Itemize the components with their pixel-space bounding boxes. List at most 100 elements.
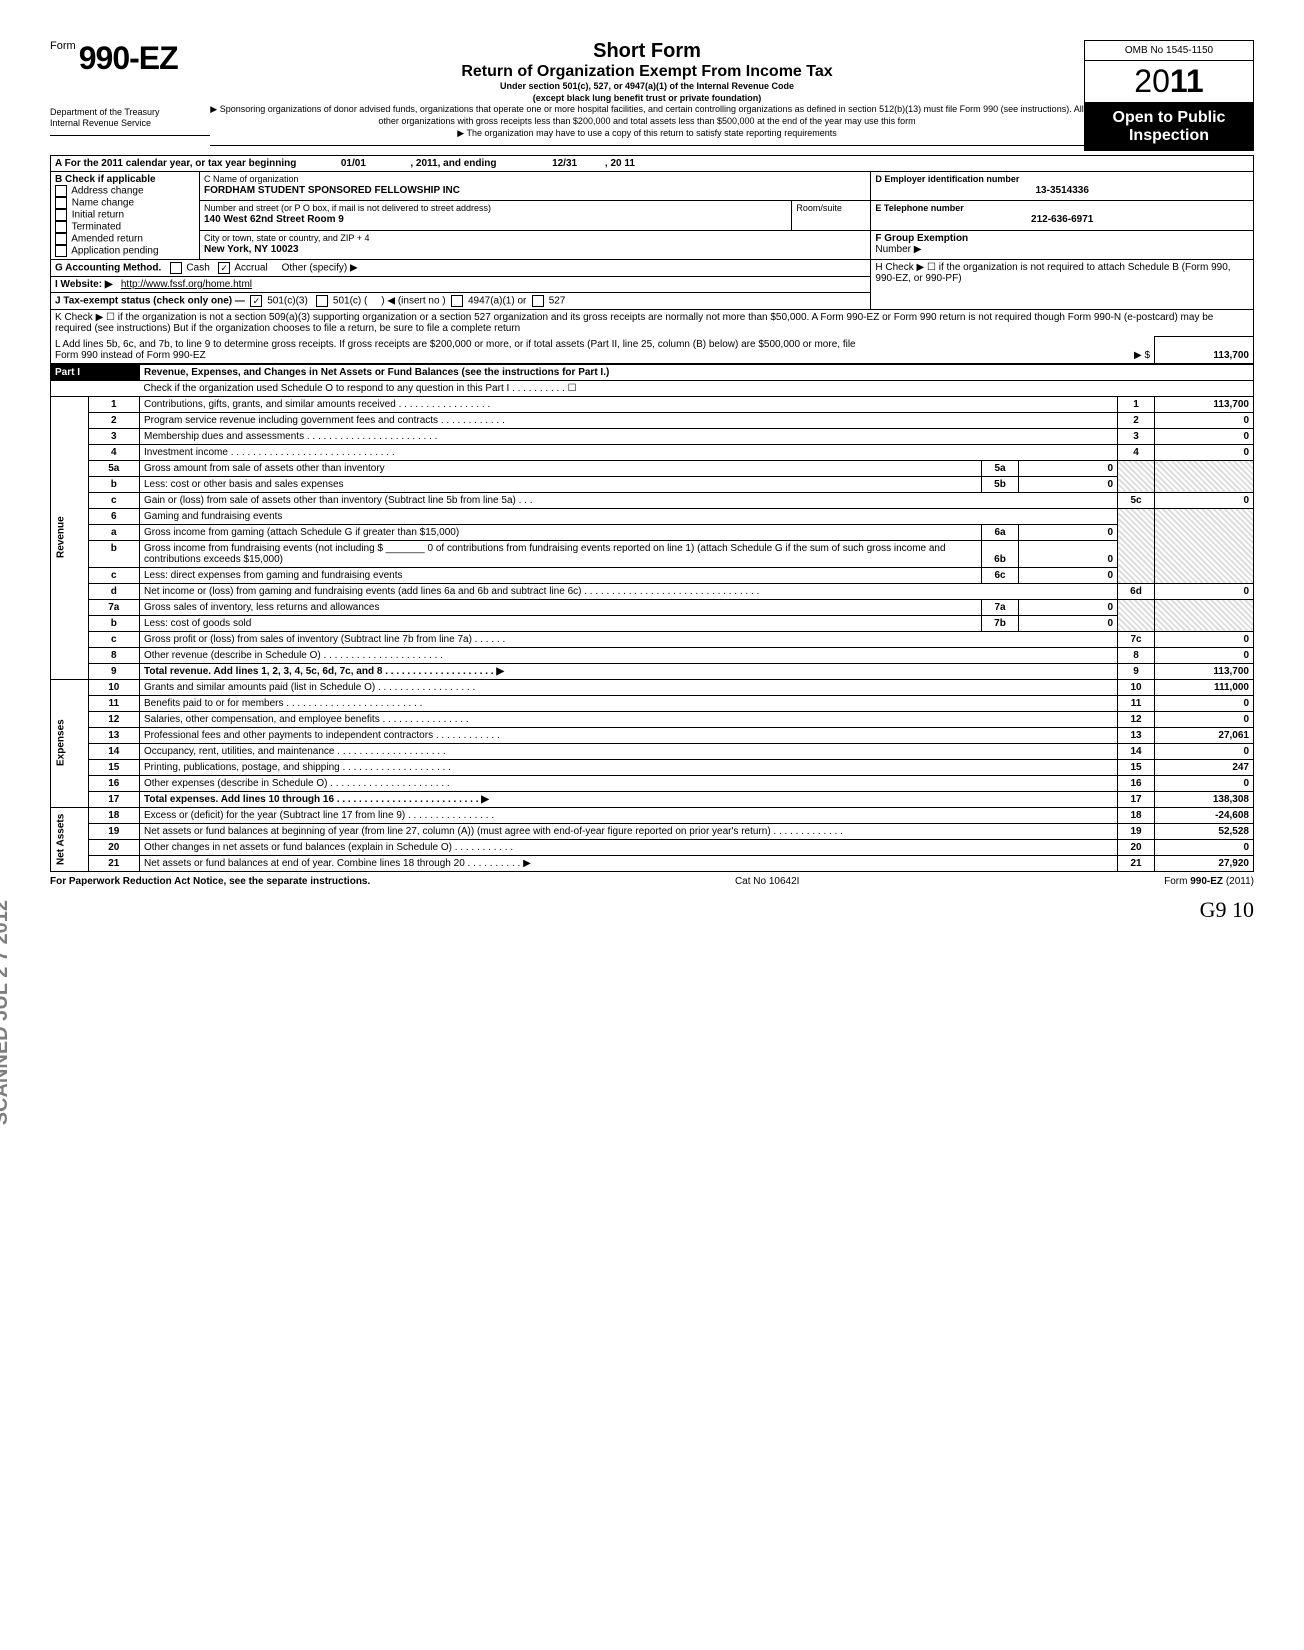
chk-accrual[interactable]: ✓	[218, 262, 230, 274]
chk-cash[interactable]	[170, 262, 182, 274]
l5a-d: Gross amount from sale of assets other t…	[140, 460, 982, 476]
section-e: E Telephone number 212-636-6971	[871, 201, 1254, 230]
l6d-box: 6d	[1118, 583, 1155, 599]
addr-label: Number and street (or P O box, if mail i…	[204, 203, 491, 213]
l8-box: 8	[1118, 647, 1155, 663]
chk-terminated[interactable]	[55, 221, 67, 233]
scanned-stamp: SCANNED JUL 2 7 2012	[0, 900, 13, 1125]
l6b-ib: 6b	[982, 540, 1019, 567]
l1-box: 1	[1118, 396, 1155, 412]
l5c-box: 5c	[1118, 492, 1155, 508]
l15-n: 15	[88, 759, 139, 775]
l2-d: Program service revenue including govern…	[140, 412, 1118, 428]
l18-box: 18	[1118, 807, 1155, 823]
l6c-iv: 0	[1019, 567, 1118, 583]
l17-v: 138,308	[1155, 791, 1254, 807]
title-main: Short Form	[210, 40, 1084, 63]
section-k: K Check ▶ ☐ if the organization is not a…	[51, 310, 1254, 337]
l20-d: Other changes in net assets or fund bala…	[140, 839, 1118, 855]
page-footer: For Paperwork Reduction Act Notice, see …	[50, 876, 1254, 887]
handwritten-note: G9 10	[50, 897, 1254, 923]
except-line: (except black lung benefit trust or priv…	[210, 93, 1084, 105]
l6b-n: b	[88, 540, 139, 567]
j-527: 527	[549, 296, 566, 307]
b-item-1: Name change	[72, 198, 134, 209]
form-header: Form 990-EZ Department of the Treasury I…	[50, 40, 1254, 151]
j-insert: ◀ (insert no )	[387, 296, 445, 307]
l9-v: 113,700	[1155, 663, 1254, 679]
title-block: Short Form Return of Organization Exempt…	[210, 40, 1084, 146]
l21-box: 21	[1118, 855, 1155, 871]
f-label: F Group Exemption	[875, 233, 968, 244]
form-number: 990-EZ	[79, 40, 178, 76]
sponsor-text: ▶ Sponsoring organizations of donor advi…	[210, 104, 1084, 127]
h-text: H Check ▶ ☐ if the organization is not r…	[875, 262, 1230, 284]
l13-v: 27,061	[1155, 727, 1254, 743]
l19-box: 19	[1118, 823, 1155, 839]
dept-line2: Internal Revenue Service	[50, 118, 210, 129]
chk-address-change[interactable]	[55, 185, 67, 197]
part1-title: Revenue, Expenses, and Changes in Net As…	[140, 364, 1254, 380]
l4-v: 0	[1155, 444, 1254, 460]
chk-name-change[interactable]	[55, 197, 67, 209]
chk-4947[interactable]	[451, 295, 463, 307]
l11-n: 11	[88, 695, 139, 711]
l4-d: Investment income . . . . . . . . . . . …	[140, 444, 1118, 460]
chk-527[interactable]	[532, 295, 544, 307]
l20-n: 20	[88, 839, 139, 855]
section-d: D Employer identification number 13-3514…	[871, 172, 1254, 201]
l5a-iv: 0	[1019, 460, 1118, 476]
l13-box: 13	[1118, 727, 1155, 743]
l7c-d: Gross profit or (loss) from sales of inv…	[140, 631, 1118, 647]
l13-d: Professional fees and other payments to …	[140, 727, 1118, 743]
ein-value: 13-3514336	[875, 185, 1249, 196]
b-item-0: Address change	[71, 186, 143, 197]
chk-501c[interactable]	[316, 295, 328, 307]
chk-501c3[interactable]: ✓	[250, 295, 262, 307]
l6c-n: c	[88, 567, 139, 583]
l10-v: 111,000	[1155, 679, 1254, 695]
chk-initial[interactable]	[55, 209, 67, 221]
l18-v: -24,608	[1155, 807, 1254, 823]
chk-amended[interactable]	[55, 233, 67, 245]
l10-box: 10	[1118, 679, 1155, 695]
l7b-iv: 0	[1019, 615, 1118, 631]
l5b-n: b	[88, 476, 139, 492]
l19-d: Net assets or fund balances at beginning…	[140, 823, 1118, 839]
l13-n: 13	[88, 727, 139, 743]
l11-d: Benefits paid to or for members . . . . …	[140, 695, 1118, 711]
section-c-name: C Name of organization FORDHAM STUDENT S…	[200, 172, 871, 201]
l18-d: Excess or (deficit) for the year (Subtra…	[140, 807, 1118, 823]
l21-d: Net assets or fund balances at end of ye…	[140, 855, 1118, 871]
l6-d: Gaming and fundraising events	[140, 508, 1118, 524]
l7a-n: 7a	[88, 599, 139, 615]
section-l: L Add lines 5b, 6c, and 7b, to line 9 to…	[51, 337, 871, 364]
l15-v: 247	[1155, 759, 1254, 775]
l2-n: 2	[88, 412, 139, 428]
l1-v: 113,700	[1155, 396, 1254, 412]
b-item-3: Terminated	[72, 222, 121, 233]
l5c-d: Gain or (loss) from sale of assets other…	[140, 492, 1118, 508]
tax-end-month: 12/31	[552, 158, 577, 169]
l-value: 113,700	[1155, 337, 1254, 364]
section-h: H Check ▶ ☐ if the organization is not r…	[871, 260, 1254, 310]
l15-d: Printing, publications, postage, and shi…	[140, 759, 1118, 775]
revenue-label: Revenue	[51, 396, 89, 679]
l6b-iv: 0	[1019, 540, 1118, 567]
i-label: I Website: ▶	[55, 279, 113, 290]
l7c-box: 7c	[1118, 631, 1155, 647]
l9-box: 9	[1118, 663, 1155, 679]
l7b-d: Less: cost of goods sold	[140, 615, 982, 631]
l-arrow: ▶ $	[871, 337, 1155, 364]
l12-d: Salaries, other compensation, and employ…	[140, 711, 1118, 727]
l3-v: 0	[1155, 428, 1254, 444]
l20-v: 0	[1155, 839, 1254, 855]
chk-pending[interactable]	[55, 245, 67, 257]
part1-label: Part I	[51, 364, 140, 380]
section-g: G Accounting Method. Cash ✓ Accrual Othe…	[51, 260, 871, 277]
shade-7v	[1155, 599, 1254, 631]
l4-box: 4	[1118, 444, 1155, 460]
g-accrual: Accrual	[234, 263, 267, 274]
l2-v: 0	[1155, 412, 1254, 428]
ein-label: D Employer identification number	[875, 174, 1019, 184]
